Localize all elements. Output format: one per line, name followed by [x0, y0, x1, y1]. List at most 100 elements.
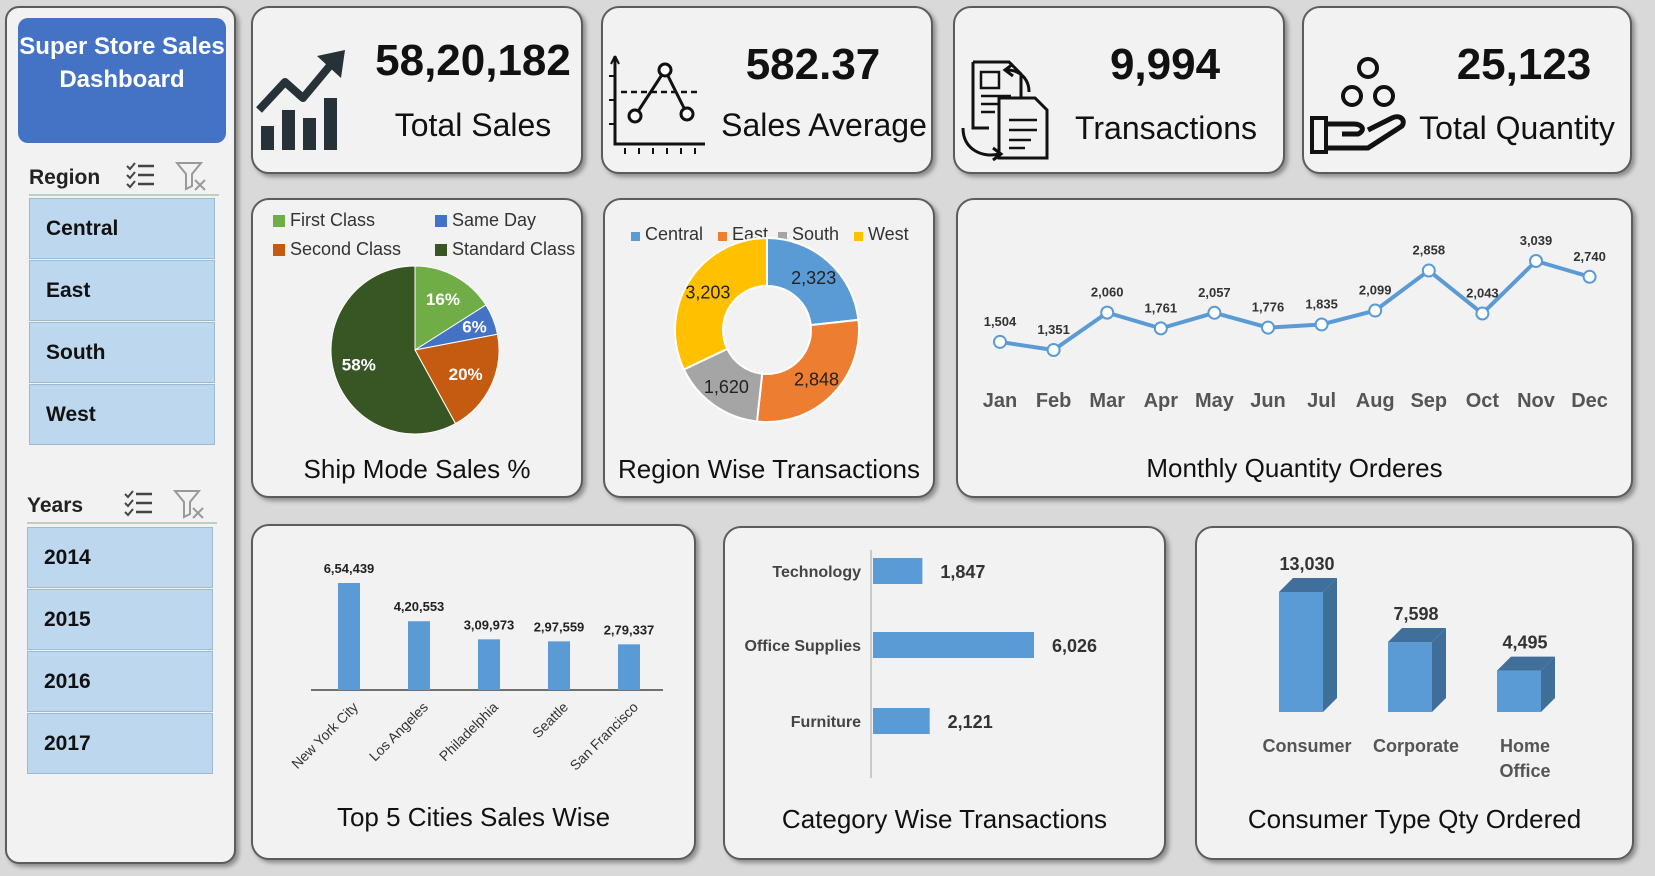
data-label: 1,620 — [704, 377, 749, 397]
bar-top — [1279, 578, 1337, 592]
legend-item: Second Class — [273, 239, 401, 260]
bar-top — [1497, 656, 1555, 671]
kpi-label: Total Quantity — [1419, 110, 1615, 146]
x-tick-label: Philadelphia — [436, 699, 501, 764]
x-tick-label: Jul — [1307, 390, 1336, 412]
slicer-item-2014[interactable]: 2014 — [27, 527, 213, 588]
y-tick-label: Furniture — [791, 714, 861, 731]
bar — [618, 644, 640, 690]
x-tick-label: Los Angeles — [366, 699, 431, 764]
slicer-item-2016[interactable]: 2016 — [27, 651, 213, 712]
y-tick-label: Technology — [772, 564, 861, 581]
data-label: 2,848 — [794, 369, 839, 389]
slicer-item-west[interactable]: West — [29, 384, 215, 445]
data-label: 20% — [449, 365, 483, 384]
legend-item: Central — [631, 224, 703, 245]
pie-slice — [330, 265, 457, 435]
legend-item: West — [854, 224, 909, 245]
bar — [873, 708, 930, 734]
bar — [338, 583, 360, 690]
clear-filter-icon[interactable] — [175, 160, 209, 192]
chart-title: Ship Mode Sales % — [303, 454, 531, 484]
kpi-value: 25,123 — [1456, 40, 1592, 89]
data-label: 2,740 — [1573, 249, 1606, 264]
data-label: 3,039 — [1520, 233, 1553, 248]
slicer-sidebar: Super Store Sales Dashboard Region Centr… — [5, 6, 236, 864]
data-label: 2,043 — [1466, 286, 1499, 301]
data-label: 1,761 — [1145, 300, 1178, 315]
years-slicer-label: Years — [27, 494, 84, 517]
bar — [873, 632, 1034, 658]
slicer-item-central[interactable]: Central — [29, 198, 215, 259]
dashboard-title: Super Store Sales Dashboard — [18, 18, 226, 143]
chart-title: Consumer Type Qty Ordered — [1247, 804, 1582, 834]
average-graph-icon — [609, 55, 705, 154]
chart-title: Region Wise Transactions — [617, 454, 921, 484]
consumer-bar-chart: 13,030 Consumer 7,598 Corporate 4,495 Home Off… — [1262, 554, 1555, 781]
years-slicer-header: Years — [27, 486, 217, 524]
region-slicer-header: Region — [29, 158, 219, 196]
category-chart-panel: Technology 1,847 Office Supplies 6,026 Furni… — [723, 526, 1166, 860]
category-bar-chart: Technology 1,847 Office Supplies 6,026 Furni… — [745, 550, 1097, 778]
data-label: 2,057 — [1198, 285, 1231, 300]
multi-select-icon[interactable] — [125, 160, 157, 190]
cities-bar-chart: 6,54,439 New York City 4,20,553 Los Angeles… — [288, 561, 663, 774]
series-line — [999, 259, 1591, 352]
pie-slice — [414, 265, 487, 351]
x-tick-label: Jun — [1250, 390, 1286, 412]
bar — [408, 621, 430, 690]
x-tick-label: Seattle — [529, 699, 571, 741]
data-point — [1100, 305, 1115, 320]
x-tick-label: Mar — [1089, 390, 1125, 412]
data-label: 2,323 — [791, 268, 836, 288]
slicer-item-2015[interactable]: 2015 — [27, 589, 213, 650]
multi-select-icon[interactable] — [123, 488, 155, 518]
data-label: 1,835 — [1305, 296, 1338, 311]
x-tick-label: May — [1195, 390, 1235, 412]
x-tick-label: San Francisco — [567, 699, 642, 774]
clear-filter-icon[interactable] — [173, 488, 207, 520]
kpi-transactions: 9,994 Transactions — [953, 6, 1285, 174]
x-tick-label: Apr — [1144, 390, 1179, 412]
x-tick-label: Home — [1500, 736, 1550, 756]
legend-item: Standard Class — [435, 239, 575, 260]
x-tick-label: Consumer — [1262, 736, 1351, 756]
x-tick-label: Jan — [983, 390, 1017, 412]
data-label: 2,060 — [1091, 285, 1124, 300]
slicer-item-east[interactable]: East — [29, 260, 215, 321]
kpi-total-sales: 58,20,182 Total Sales — [251, 6, 583, 174]
kpi-label: Transactions — [1075, 110, 1257, 146]
x-tick-label: Dec — [1571, 390, 1608, 412]
data-point — [1207, 305, 1222, 320]
data-label: 6,026 — [1052, 636, 1097, 656]
bar — [478, 639, 500, 690]
monthly-chart-panel: 1,504 Jan 1,351 Feb 2,060 Mar 1,761 Apr 2,057 May… — [956, 198, 1633, 498]
ship-mode-pie: 16%6% 20% 58% — [330, 265, 500, 435]
data-point — [1582, 269, 1597, 284]
data-label: 2,099 — [1359, 283, 1392, 298]
bar — [1388, 642, 1432, 712]
data-label: 2,858 — [1413, 243, 1446, 258]
x-tick-label: Nov — [1517, 390, 1556, 412]
bar-side — [1323, 578, 1337, 712]
x-tick-label: New York City — [288, 699, 361, 772]
slicer-item-south[interactable]: South — [29, 322, 215, 383]
data-label: 1,351 — [1037, 322, 1070, 337]
data-point — [1529, 254, 1543, 268]
region-donut: 2,323 2,848 1,620 3,203 — [674, 236, 860, 423]
y-tick-label: Office Supplies — [745, 638, 862, 655]
data-label: 6% — [462, 317, 487, 336]
kpi-value: 9,994 — [1109, 40, 1221, 89]
x-tick-label: Aug — [1356, 390, 1395, 412]
chart-title: Top 5 Cities Sales Wise — [336, 802, 611, 832]
growth-chart-icon — [256, 50, 345, 150]
x-tick-label: Feb — [1036, 390, 1072, 412]
data-label: 1,847 — [940, 562, 985, 582]
data-point — [1368, 303, 1383, 318]
slicer-item-2017[interactable]: 2017 — [27, 713, 213, 774]
data-point — [1261, 320, 1275, 335]
kpi-total-quantity: 25,123 Total Quantity — [1302, 6, 1632, 174]
x-tick-label: Oct — [1466, 390, 1500, 412]
bar-side — [1541, 656, 1555, 712]
region-slicer-label: Region — [29, 166, 101, 189]
